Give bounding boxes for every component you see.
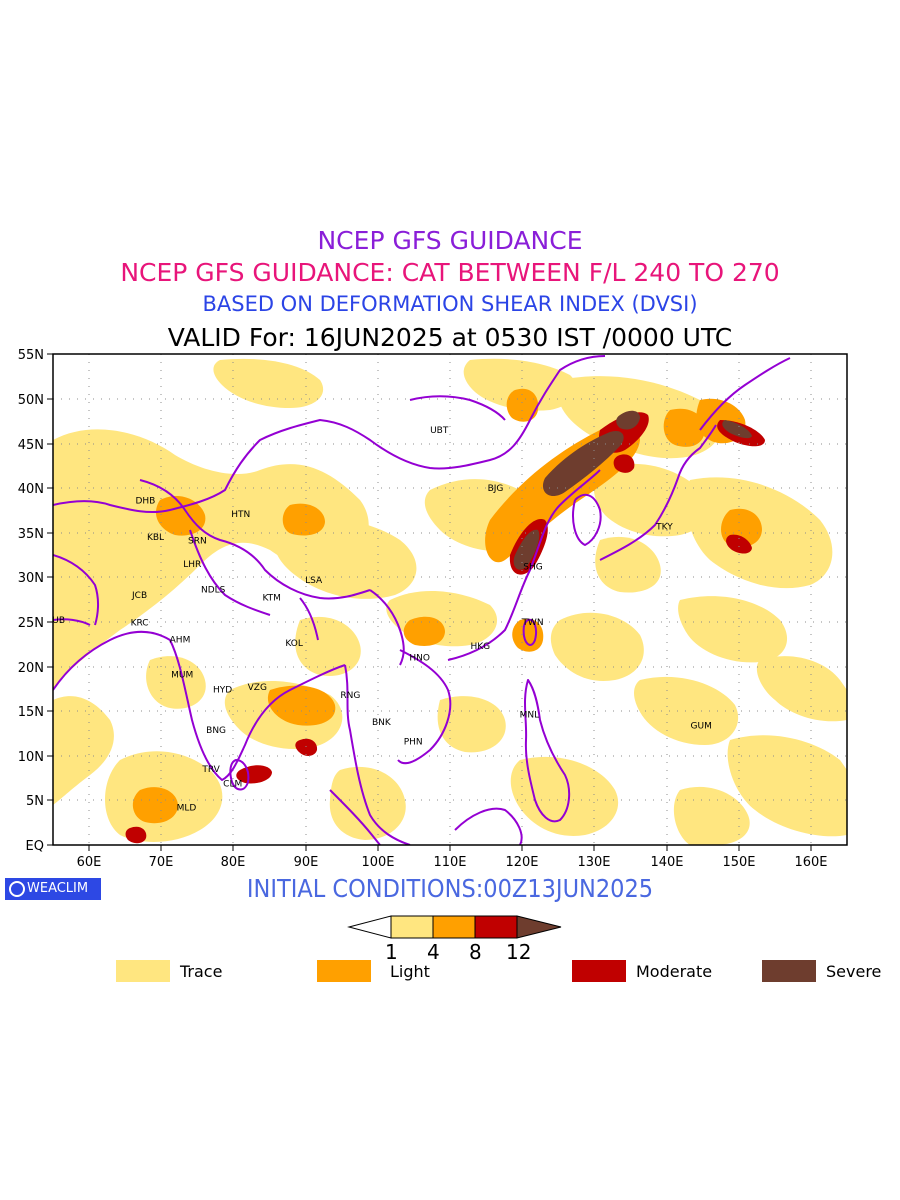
lon-label: 100E [361,855,394,870]
cat-map: UBT BJG TKY DHB HTN KBL SRN LHR LSA SHG JCB NDLS KTM… [18,348,848,939]
station-label-gum: GUM [691,721,712,731]
lon-label: 110E [433,855,466,870]
station-label-twn: TWN [521,618,543,628]
lat-label: 10N [18,750,44,765]
map-plot-area: UBT BJG TKY DHB HTN KBL SRN LHR LSA SHG JCB NDLS KTM… [45,354,847,845]
station-label-mnl: MNL [520,711,540,721]
station-label-dhb: DHB [135,496,155,506]
lon-label: 120E [505,855,538,870]
station-label-mum: MUM [171,671,193,681]
legend-label-moderate: Moderate [636,962,713,981]
station-label-ahm: AHM [170,636,191,646]
coastlines-borders [53,355,791,845]
latitude-labels: 55N 50N 45N 40N 35N 30N 25N 20N 15N 10N … [18,348,44,854]
lon-label: 130E [577,855,610,870]
lon-label: 80E [221,855,246,870]
copyright-icon [9,881,25,897]
lat-label: 20N [18,661,44,676]
station-label-bjg: BJG [488,484,504,494]
lat-label: 25N [18,616,44,631]
colorbar-threshold: 1 [385,940,398,964]
station-label-hno: HNO [409,654,430,664]
title-line-3: BASED ON DEFORMATION SHEAR INDEX (DVSI) [202,292,698,316]
colorbar-threshold: 4 [427,940,440,964]
lat-label: EQ [26,839,44,854]
legend-swatch-severe [762,960,816,982]
lat-label: 50N [18,393,44,408]
title-line-4: VALID For: 16JUN2025 at 0530 IST /0000 U… [167,323,733,352]
station-label-ndls: NDLS [201,586,226,596]
legend-label-trace: Trace [180,962,223,981]
station-label-rng: RNG [340,691,360,701]
legend-swatch-moderate [572,960,626,982]
legend-swatch-trace [116,960,170,982]
station-label-krc: KRC [131,619,149,629]
station-label-dub: DUB [45,616,65,626]
lat-label: 45N [18,438,44,453]
title-line-1: NCEP GFS GUIDANCE [317,226,583,255]
colorbar-moderate [474,915,518,939]
station-label-phn: PHN [404,737,423,747]
lon-label: 70E [149,855,174,870]
colorbar-trace [390,915,434,939]
severe-shading [513,410,752,570]
axis-ticks [47,353,812,851]
lon-label: 60E [77,855,102,870]
station-label-srn: SRN [188,537,207,547]
colorbar [347,915,562,939]
station-label-kbl: KBL [147,533,164,543]
colorbar-threshold: 8 [469,940,482,964]
initial-conditions: INITIAL CONDITIONS:00Z13JUN2025 [246,874,654,903]
lat-label: 15N [18,705,44,720]
longitude-labels: 60E 70E 80E 90E 100E 110E 120E 130E 140E… [77,855,828,870]
logo-text: WEACLIM [27,881,89,896]
station-label-lsa: LSA [305,576,323,586]
station-label-trv: TRV [201,765,220,775]
lat-label: 55N [18,348,44,363]
lon-label: 150E [722,855,755,870]
station-label-jcb: JCB [131,591,147,601]
title-line-2: NCEP GFS GUIDANCE: CAT BETWEEN F/L 240 T… [120,258,780,287]
lon-label: 90E [294,855,319,870]
station-label-tky: TKY [655,522,673,532]
station-label-htn: HTN [231,510,250,520]
station-label-shg: SHG [523,563,542,573]
lon-label: 140E [650,855,683,870]
legend-label-severe: Severe [826,962,882,981]
lat-label: 35N [18,527,44,542]
station-label-vzg: VZG [248,683,267,693]
lat-label: 30N [18,571,44,586]
station-label-hkg: HKG [470,642,490,652]
station-labels: UBT BJG TKY DHB HTN KBL SRN LHR LSA SHG JCB NDLS KTM… [45,426,712,814]
station-label-kol: KOL [285,639,303,649]
weaclim-logo: WEACLIM [5,878,101,900]
station-label-ubt: UBT [430,426,449,436]
colorbar-threshold: 12 [506,940,532,964]
legend-swatch-light [317,960,371,982]
station-label-mld: MLD [177,804,197,814]
lat-label: 40N [18,482,44,497]
colorbar-low-arrow [347,915,392,939]
legend-label-light: Light [390,962,430,981]
colorbar-severe-arrow [516,915,562,939]
station-label-ktm: KTM [262,594,280,604]
lon-label: 160E [794,855,827,870]
lat-label: 5N [26,794,44,809]
station-label-lhr: LHR [183,560,201,570]
station-label-hyd: HYD [213,686,232,696]
colorbar-light [432,915,476,939]
station-label-clm: CLM [223,779,242,789]
station-label-bng: BNG [206,726,226,736]
station-label-bnk: BNK [372,718,392,728]
